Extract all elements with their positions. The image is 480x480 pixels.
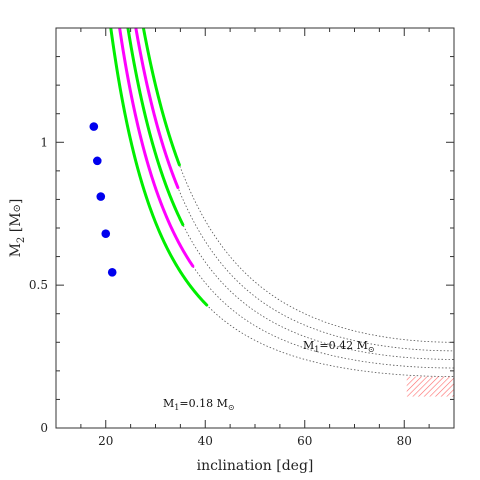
x-tick-label: 80 (397, 434, 412, 448)
x-tick-label: 40 (198, 434, 213, 448)
annotation-bottom-text: =0.18 M (179, 397, 227, 410)
y-axis-title-end: ] (8, 199, 24, 204)
x-tick-label: 20 (98, 434, 113, 448)
dotted-curve-5 (143, 28, 454, 343)
y-tick-label: 1 (40, 135, 48, 149)
data-point-5 (89, 122, 99, 131)
annotation-top-sub: 1 (314, 345, 319, 354)
dotted-curve-1 (110, 28, 454, 377)
y-axis-title-suffix: [M (8, 212, 24, 236)
annotation-top-text: =0.42 M (319, 339, 367, 352)
data-point-2 (101, 229, 111, 239)
hatch-region (406, 376, 454, 397)
annotation-top-symbol: ⊙ (368, 345, 375, 354)
annotation-bottom-symbol: ⊙ (228, 403, 235, 412)
plot-area (89, 28, 454, 397)
y-axis-title-symbol: ⊙ (12, 204, 23, 212)
data-points (89, 122, 117, 277)
annotation-top: M1=0.42 M⊙ (303, 339, 375, 354)
y-axis-title-sub: 2 (16, 237, 27, 243)
annotation-bottom-sub: 1 (174, 403, 179, 412)
data-point-3 (96, 192, 106, 201)
y-axis-title-prefix: M (8, 243, 24, 257)
data-point-4 (92, 156, 102, 166)
annotation-top-prefix: M (303, 339, 314, 352)
solid-curve-2 (118, 28, 195, 268)
y-tick-label: 0 (40, 421, 48, 435)
annotation-bottom-prefix: M (163, 397, 174, 410)
plot-frame (55, 27, 455, 429)
x-axis-title: inclination [deg] (197, 458, 314, 474)
dotted-curves (110, 28, 454, 377)
solid-curve-1 (109, 28, 209, 307)
axis-ticks (55, 27, 455, 429)
dotted-curve-2 (119, 28, 454, 369)
solid-curves (109, 28, 209, 307)
y-tick-label: 0.5 (29, 278, 48, 292)
dotted-curve-3 (127, 28, 454, 360)
annotation-bottom: M1=0.18 M⊙ (163, 397, 235, 412)
data-point-1 (107, 267, 117, 277)
y-axis-title: M2 [M⊙] (8, 199, 27, 258)
x-tick-label: 60 (297, 434, 312, 448)
solid-curve-3 (126, 28, 185, 227)
dotted-curve-4 (135, 28, 454, 352)
solid-curve-4 (134, 28, 180, 190)
solid-curve-5 (141, 28, 181, 167)
hatch-layer (406, 376, 454, 397)
